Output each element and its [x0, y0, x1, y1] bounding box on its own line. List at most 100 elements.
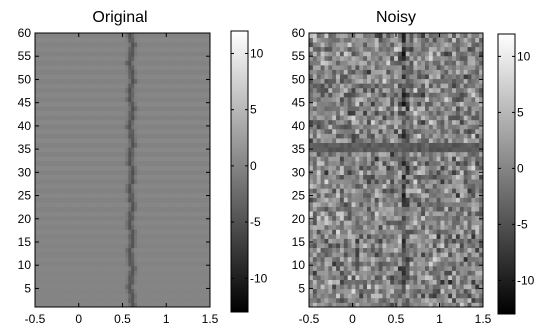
heatmap-cell	[107, 106, 112, 112]
heatmap-cell	[347, 174, 352, 180]
heatmap-cell	[189, 192, 193, 198]
heatmap-cell	[46, 229, 50, 235]
heatmap-cell	[201, 288, 205, 294]
heatmap-cell	[189, 270, 193, 276]
heatmap-cell	[192, 33, 196, 38]
heatmap-cell	[67, 156, 71, 162]
heatmap-cell	[183, 215, 188, 221]
heatmap-cell	[131, 128, 135, 134]
heatmap-cell	[177, 183, 182, 189]
heatmap-cell	[351, 170, 356, 175]
heatmap-cell	[386, 224, 391, 230]
heatmap-cell	[145, 142, 150, 148]
heatmap-cell	[151, 192, 155, 198]
heatmap-cell	[183, 83, 188, 89]
heatmap-cell	[61, 238, 65, 244]
heatmap-cell	[55, 293, 59, 299]
heatmap-cell	[192, 288, 196, 294]
heatmap-cell	[105, 261, 109, 267]
heatmap-cell	[35, 106, 39, 112]
heatmap-cell	[99, 302, 103, 308]
heatmap-cell	[336, 302, 341, 308]
heatmap-cell	[363, 256, 368, 262]
heatmap-cell	[93, 192, 97, 198]
heatmap-cell	[374, 297, 379, 303]
heatmap-cell	[140, 151, 144, 157]
heatmap-cell	[43, 229, 48, 235]
heatmap-cell	[43, 256, 48, 262]
heatmap-cell	[84, 170, 88, 175]
heatmap-cell	[55, 233, 59, 239]
heatmap-cell	[84, 288, 88, 294]
heatmap-cell	[40, 106, 45, 112]
heatmap-cell	[40, 160, 45, 166]
heatmap-cell	[471, 183, 476, 189]
heatmap-cell	[49, 229, 53, 235]
heatmap-cell	[52, 288, 56, 294]
heatmap-cell	[157, 183, 161, 189]
heatmap-cell	[328, 183, 333, 189]
heatmap-cell	[339, 224, 345, 230]
heatmap-cell	[359, 201, 364, 207]
heatmap-cell	[413, 293, 418, 299]
heatmap-cell	[151, 215, 155, 221]
heatmap-cell	[382, 211, 387, 217]
heatmap-cell	[78, 160, 83, 166]
heatmap-cell	[374, 265, 379, 271]
heatmap-cell	[201, 160, 205, 166]
heatmap-cell	[479, 243, 484, 249]
heatmap-cell	[444, 293, 449, 299]
heatmap-cell	[72, 211, 77, 217]
heatmap-cell	[186, 42, 190, 48]
heatmap-cell	[183, 265, 188, 271]
heatmap-cell	[390, 256, 395, 262]
heatmap-cell	[87, 284, 91, 290]
heatmap-cell	[166, 233, 170, 239]
heatmap-cell	[189, 37, 193, 43]
heatmap-cell	[72, 160, 77, 166]
heatmap-cell	[43, 60, 48, 66]
heatmap-cell	[151, 151, 155, 157]
heatmap-cell	[119, 261, 123, 267]
heatmap-cell	[475, 243, 480, 249]
heatmap-cell	[72, 293, 77, 299]
heatmap-cell	[125, 188, 129, 194]
heatmap-cell	[52, 293, 56, 299]
heatmap-cell	[96, 170, 100, 175]
heatmap-cell	[463, 220, 468, 226]
heatmap-cell	[425, 224, 430, 230]
heatmap-cell	[471, 270, 476, 276]
heatmap-cell	[192, 92, 196, 98]
heatmap-cell	[463, 201, 468, 207]
heatmap-cell	[145, 275, 150, 280]
heatmap-cell	[339, 170, 345, 175]
heatmap-cell	[172, 51, 176, 57]
heatmap-cell	[154, 179, 158, 185]
heatmap-cell	[363, 224, 368, 230]
heatmap-cell	[105, 115, 109, 121]
heatmap-cell	[137, 183, 141, 189]
heatmap-cell	[189, 124, 193, 130]
heatmap-cell	[312, 243, 318, 249]
heatmap-cell	[328, 174, 333, 180]
heatmap-cell	[186, 33, 190, 38]
heatmap-cell	[122, 220, 126, 226]
heatmap-cell	[43, 261, 48, 267]
heatmap-cell	[475, 288, 480, 294]
heatmap-cell	[151, 233, 155, 239]
heatmap-cell	[43, 51, 48, 57]
heatmap-cell	[339, 284, 345, 290]
heatmap-cell	[90, 83, 94, 89]
heatmap-cell	[61, 247, 65, 253]
heatmap-cell	[125, 279, 129, 285]
heatmap-cell	[189, 151, 193, 157]
heatmap-cell	[90, 256, 94, 262]
heatmap-cell	[177, 128, 182, 134]
heatmap-cell	[172, 220, 176, 226]
heatmap-cell	[192, 188, 196, 194]
heatmap-cell	[207, 96, 211, 102]
heatmap-cell	[471, 293, 476, 299]
heatmap-cell	[394, 243, 399, 249]
heatmap-cell	[75, 87, 80, 93]
